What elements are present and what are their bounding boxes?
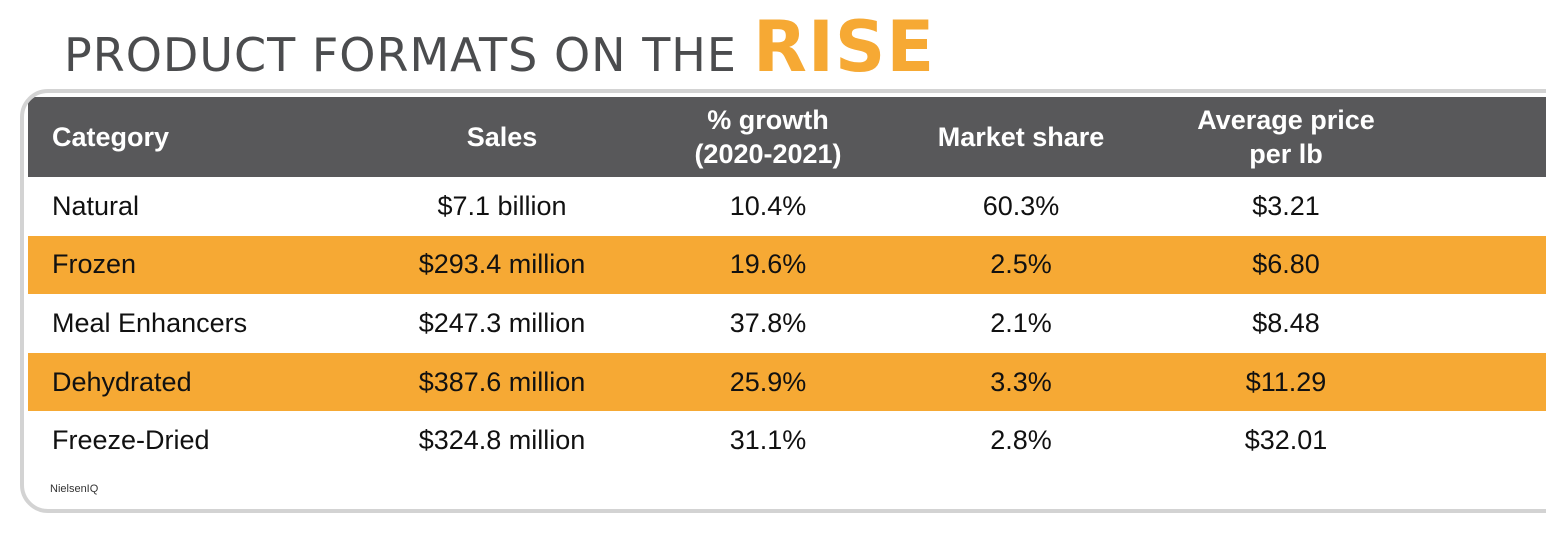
title-accent: RISE <box>752 6 936 88</box>
cell-category: Dehydrated <box>52 366 192 397</box>
table-frame: Category Sales % growth (2020-2021) Mark… <box>20 89 1546 513</box>
page-title: PRODUCT FORMATS ON THE RISE <box>64 6 936 88</box>
cell-growth: 10.4% <box>729 190 807 221</box>
cell-market-share: 3.3% <box>990 366 1052 397</box>
header-growth: % growth (2020-2021) <box>694 105 842 169</box>
cell-category: Natural <box>52 190 140 221</box>
header-category: Category <box>52 122 170 152</box>
cell-market-share: 2.1% <box>990 307 1052 338</box>
cell-sales: $387.6 million <box>418 366 586 397</box>
cell-average-price: $6.80 <box>1252 249 1320 280</box>
source-note: NielsenIQ <box>50 483 99 495</box>
cell-market-share: 2.5% <box>990 249 1052 280</box>
cell-category: Meal Enhancers <box>52 307 248 338</box>
table-row: Freeze-Dried $324.8 million 31.1% 2.8% $… <box>28 411 1546 470</box>
cell-sales: $324.8 million <box>418 425 586 456</box>
cell-growth: 19.6% <box>729 249 807 280</box>
header-average-price: Average price per lb <box>1197 105 1375 169</box>
table-row: Frozen $293.4 million 19.6% 2.5% $6.80 <box>28 235 1546 295</box>
cell-average-price: $32.01 <box>1244 425 1328 456</box>
cell-category: Frozen <box>52 249 137 280</box>
table-row: Meal Enhancers $247.3 million 37.8% 2.1%… <box>28 294 1546 353</box>
cell-sales: $7.1 billion <box>437 190 567 221</box>
data-table: Category Sales % growth (2020-2021) Mark… <box>28 97 1546 470</box>
cell-growth: 31.1% <box>729 425 807 456</box>
cell-average-price: $3.21 <box>1252 190 1320 221</box>
cell-growth: 25.9% <box>729 366 807 397</box>
cell-sales: $247.3 million <box>418 307 586 338</box>
cell-average-price: $11.29 <box>1245 366 1327 397</box>
header-sales: Sales <box>466 122 538 152</box>
header-market-share: Market share <box>937 122 1105 152</box>
title-main: PRODUCT FORMATS ON THE <box>64 28 737 82</box>
cell-average-price: $8.48 <box>1252 307 1320 338</box>
cell-market-share: 2.8% <box>990 425 1052 456</box>
cell-sales: $293.4 million <box>418 249 586 280</box>
table-row: Natural $7.1 billion 10.4% 60.3% $3.21 <box>28 177 1546 236</box>
table-row: Dehydrated $387.6 million 25.9% 3.3% $11… <box>28 352 1546 412</box>
cell-category: Freeze-Dried <box>52 425 210 456</box>
cell-growth: 37.8% <box>729 307 807 338</box>
table-header: Category Sales % growth (2020-2021) Mark… <box>28 97 1546 177</box>
cell-market-share: 60.3% <box>982 190 1060 221</box>
